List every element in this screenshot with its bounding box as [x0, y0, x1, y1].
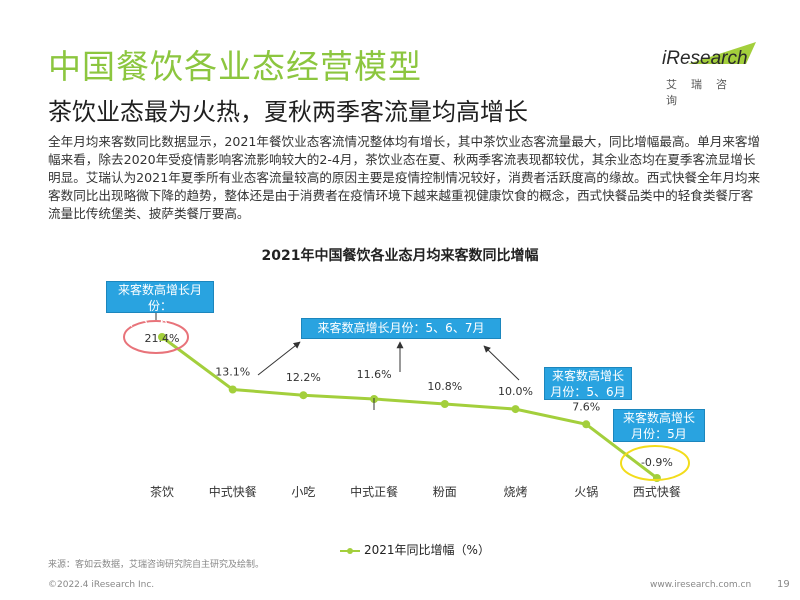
x-tick-label: 茶饮	[150, 484, 174, 499]
callout-tea: 来客数高增长月份： 4、5、6、9月	[106, 281, 214, 329]
highlight-circle-western	[620, 445, 690, 481]
logo-leaf-icon	[688, 42, 756, 64]
footer-copyright: ©2022.4 iResearch Inc.	[48, 580, 155, 590]
data-label: 12.2%	[286, 371, 321, 384]
data-point	[158, 333, 166, 341]
data-point	[299, 391, 308, 400]
footer-source: 来源：客如云数据，艾瑞咨询研究院自主研究及绘制。	[48, 560, 265, 570]
x-tick-label: 火锅	[574, 484, 598, 499]
legend-line-marker	[340, 547, 360, 554]
x-tick-label: 粉面	[433, 485, 457, 499]
data-point	[440, 400, 449, 408]
data-label: 7.6%	[572, 400, 600, 413]
description-paragraph: 全年月均来客数同比数据显示，2021年餐饮业态客流情况整体均有增长，其中茶饮业态…	[48, 134, 761, 221]
x-tick-label: 西式快餐	[633, 484, 681, 499]
data-label: 10.8%	[427, 380, 462, 393]
arrow-mid-left	[257, 341, 301, 376]
callout-hotpot: 来客数高增长 月份：5、6月	[544, 367, 632, 400]
data-label: -0.9%	[641, 456, 673, 469]
data-point	[228, 385, 237, 394]
x-tick-label: 烧烤	[503, 484, 527, 499]
legend-label: 2021年同比增幅（%）	[364, 543, 490, 557]
page-title: 中国餐饮各业态经营模型	[48, 47, 422, 86]
data-label: 11.6%	[357, 368, 392, 381]
callout-western: 来客数高增长 月份：5月	[613, 409, 705, 442]
x-tick-label: 中式快餐	[209, 484, 257, 499]
arrow-mid-right	[483, 345, 520, 381]
chart-legend: 2021年同比增幅（%）	[340, 541, 490, 558]
x-tick-label: 中式正餐	[350, 484, 398, 499]
data-label: 10.0%	[498, 385, 533, 398]
data-point	[511, 405, 520, 414]
highlight-circle-tea	[123, 320, 189, 354]
page-number: 19	[777, 579, 790, 590]
page-subtitle: 茶饮业态最为火热，夏秋两季客流量均高增长	[48, 98, 528, 126]
series-line	[161, 335, 658, 480]
footer-url: www.iresearch.com.cn	[650, 580, 752, 590]
iresearch-logo: iResearch 艾瑞咨询	[662, 40, 762, 107]
callout-mid: 来客数高增长月份：5、6、7月	[301, 318, 501, 339]
logo-text: iResearch	[662, 48, 748, 69]
chart-title: 2021年中国餐饮各业态月均来客数同比增幅	[261, 248, 539, 264]
data-label: 21.4%	[145, 332, 180, 345]
data-point	[582, 420, 591, 429]
logo-cn-text: 艾瑞咨询	[666, 78, 741, 107]
data-label: 13.1%	[215, 365, 250, 378]
x-tick-label: 小吃	[291, 485, 315, 499]
